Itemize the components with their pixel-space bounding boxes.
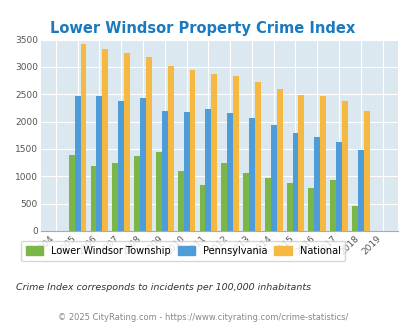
Bar <box>276 89 282 231</box>
Text: © 2025 CityRating.com - https://www.cityrating.com/crime-statistics/: © 2025 CityRating.com - https://www.city… <box>58 313 347 322</box>
Bar <box>140 98 145 231</box>
Bar <box>264 178 270 231</box>
Legend: Lower Windsor Township, Pennsylvania, National: Lower Windsor Township, Pennsylvania, Na… <box>21 241 345 261</box>
Bar <box>112 163 118 231</box>
Bar <box>292 133 298 231</box>
Bar <box>232 76 239 231</box>
Bar <box>329 180 335 231</box>
Bar <box>248 118 254 231</box>
Bar <box>341 101 347 231</box>
Bar <box>75 96 80 231</box>
Bar <box>363 111 369 231</box>
Bar <box>96 96 102 231</box>
Bar <box>351 206 357 231</box>
Bar <box>313 137 320 231</box>
Bar <box>124 53 130 231</box>
Bar <box>68 155 75 231</box>
Text: Lower Windsor Property Crime Index: Lower Windsor Property Crime Index <box>50 21 355 36</box>
Bar <box>308 188 313 231</box>
Bar <box>227 114 232 231</box>
Bar <box>80 44 86 231</box>
Bar <box>211 74 217 231</box>
Bar <box>156 152 162 231</box>
Bar <box>134 156 140 231</box>
Bar <box>199 185 205 231</box>
Bar <box>335 142 341 231</box>
Bar <box>177 171 183 231</box>
Bar <box>205 109 211 231</box>
Bar <box>183 112 189 231</box>
Bar <box>243 173 248 231</box>
Bar <box>254 82 260 231</box>
Bar <box>357 149 363 231</box>
Bar <box>162 111 167 231</box>
Bar <box>90 166 96 231</box>
Text: Crime Index corresponds to incidents per 100,000 inhabitants: Crime Index corresponds to incidents per… <box>16 283 311 292</box>
Bar <box>145 56 151 231</box>
Bar <box>102 50 108 231</box>
Bar <box>298 95 304 231</box>
Bar <box>167 66 173 231</box>
Bar <box>221 163 227 231</box>
Bar <box>270 125 276 231</box>
Bar <box>118 101 124 231</box>
Bar <box>320 96 325 231</box>
Bar <box>189 70 195 231</box>
Bar <box>286 183 292 231</box>
